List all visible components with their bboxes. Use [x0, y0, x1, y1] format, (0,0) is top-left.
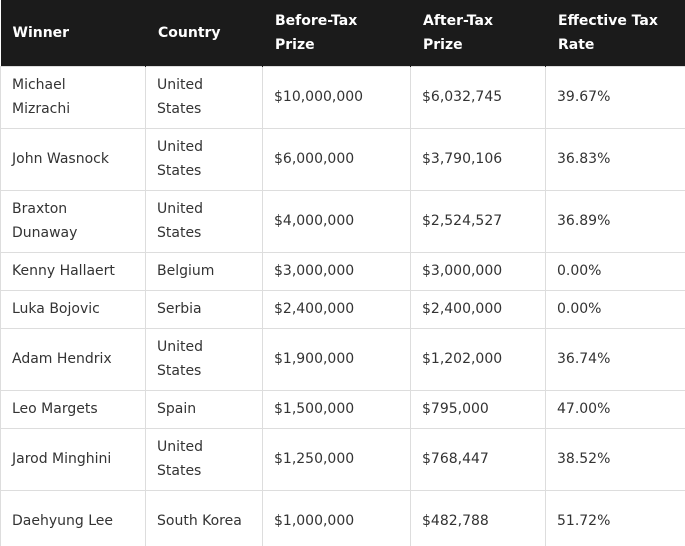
table-cell: Michael Mizrachi: [0, 65, 146, 129]
table-cell: $10,000,000: [262, 65, 411, 129]
table-cell: John Wasnock: [0, 127, 146, 191]
table-cell: 36.74%: [545, 327, 685, 391]
table-cell: Luka Bojovic: [0, 289, 146, 329]
table-cell: $3,000,000: [262, 251, 411, 291]
table-row: John Wasnock United States $6,000,000 $3,79…: [0, 127, 685, 191]
table-cell: $1,250,000: [262, 427, 411, 491]
table-cell: Serbia: [145, 289, 263, 329]
table-cell: 47.00%: [545, 389, 685, 429]
table-cell: South Korea: [145, 489, 263, 546]
table-cell: $6,000,000: [262, 127, 411, 191]
header-row: Winner Country Before-Tax Prize After-Tax P…: [0, 0, 685, 66]
header-cell: Winner: [0, 0, 146, 66]
header-cell: Before-Tax Prize: [262, 0, 411, 66]
table-cell: $1,000,000: [262, 489, 411, 546]
table-cell: Leo Margets: [0, 389, 146, 429]
table-cell: $1,500,000: [262, 389, 411, 429]
table-row: Michael Mizrachi United States $10,000,000…: [0, 65, 685, 129]
table-cell: 39.67%: [545, 65, 685, 129]
table-cell: $4,000,000: [262, 189, 411, 253]
table-cell: 36.83%: [545, 127, 685, 191]
table-cell: Daehyung Lee: [0, 489, 146, 546]
header-cell: After-Tax Prize: [410, 0, 546, 66]
table-row: Adam Hendrix United States $1,900,000 $1,20…: [0, 327, 685, 391]
table-row: Luka Bojovic Serbia $2,400,000 $2,400,000 0.…: [0, 289, 685, 329]
table-cell: 0.00%: [545, 289, 685, 329]
table-cell: Braxton Dunaway: [0, 189, 146, 253]
table-cell: $3,000,000: [410, 251, 546, 291]
table-row: Leo Margets Spain $1,500,000 $795,000 47.00%: [0, 389, 685, 429]
table-cell: $3,790,106: [410, 127, 546, 191]
table-row: Daehyung Lee South Korea $1,000,000 $482,78…: [0, 489, 685, 546]
table-row: Kenny Hallaert Belgium $3,000,000 $3,000,00…: [0, 251, 685, 291]
table-cell: Jarod Minghini: [0, 427, 146, 491]
table-cell: United States: [145, 327, 263, 391]
table-cell: $2,400,000: [262, 289, 411, 329]
table-cell: 36.89%: [545, 189, 685, 253]
table-cell: United States: [145, 427, 263, 491]
table-cell: $795,000: [410, 389, 546, 429]
table-body: Michael Mizrachi United States $10,000,000…: [0, 65, 685, 546]
table-cell: Spain: [145, 389, 263, 429]
header-cell: Effective Tax Rate: [545, 0, 685, 66]
table-row: Jarod Minghini United States $1,250,000 $76…: [0, 427, 685, 491]
table-cell: 0.00%: [545, 251, 685, 291]
table-cell: $2,400,000: [410, 289, 546, 329]
table-cell: United States: [145, 65, 263, 129]
table-cell: 51.72%: [545, 489, 685, 546]
table-cell: $6,032,745: [410, 65, 546, 129]
table-cell: 38.52%: [545, 427, 685, 491]
header-cell: Country: [145, 0, 263, 66]
table-row: Braxton Dunaway United States $4,000,000 $2…: [0, 189, 685, 253]
table-cell: Belgium: [145, 251, 263, 291]
table-cell: United States: [145, 189, 263, 253]
table-cell: United States: [145, 127, 263, 191]
table-cell: Kenny Hallaert: [0, 251, 146, 291]
table-cell: $1,900,000: [262, 327, 411, 391]
table-cell: Adam Hendrix: [0, 327, 146, 391]
table-cell: $2,524,527: [410, 189, 546, 253]
table-cell: $482,788: [410, 489, 546, 546]
table-cell: $768,447: [410, 427, 546, 491]
table-cell: $1,202,000: [410, 327, 546, 391]
